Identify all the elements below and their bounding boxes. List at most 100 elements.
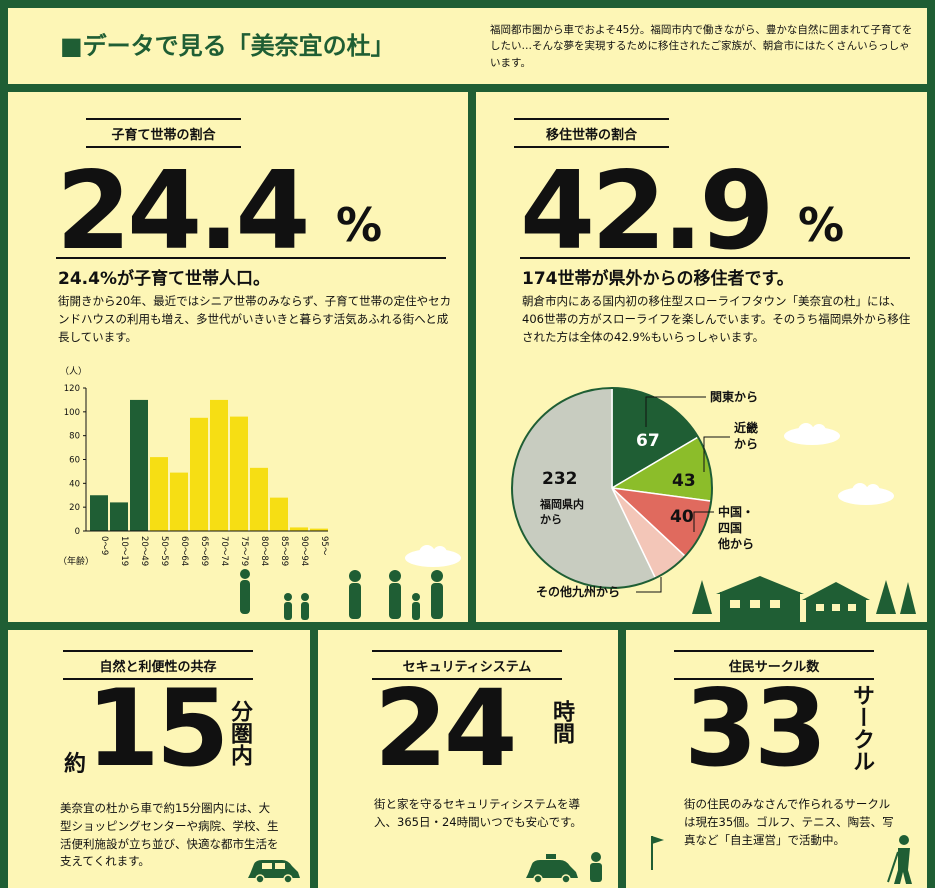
- cloud-icon: [405, 545, 461, 567]
- child-household-big-unit: %: [336, 198, 383, 252]
- age-bar: [110, 502, 128, 531]
- pie-label-kinki-line1: 近畿: [734, 420, 758, 435]
- nature-label: 自然と利便性の共存: [63, 650, 253, 680]
- family-illustration: [240, 569, 443, 620]
- person-icon-body: [349, 583, 361, 619]
- car-icon: [248, 860, 300, 884]
- age-bar: [170, 472, 188, 531]
- nature-big-value: 15: [86, 667, 230, 790]
- person-icon: [301, 593, 309, 601]
- person-icon: [412, 593, 420, 601]
- nature-unit: 分圏内: [227, 700, 252, 766]
- age-chart-category: 20〜49: [139, 536, 149, 566]
- age-bar: [230, 416, 248, 531]
- security-panel: セキュリティシステム 24 時間 街と家を守るセキュリティシステムを導入、365…: [318, 630, 618, 888]
- age-bar: [270, 497, 288, 531]
- circle-panel: 住民サークル数 33 サークル 街の住民のみなさんで作られるサークルは現在35個…: [626, 630, 927, 888]
- migrant-household-big-value: 42.9: [520, 149, 774, 274]
- pie-label-kinki-line2: から: [734, 437, 758, 451]
- house-roof-icon: [802, 582, 870, 600]
- age-chart-ytick: 0: [75, 527, 80, 537]
- age-chart-ytick: 100: [64, 408, 80, 418]
- security-big-value: 24: [374, 667, 518, 790]
- person-icon: [240, 569, 250, 579]
- flag-icon: [652, 836, 664, 844]
- pie-value-kanto: 67: [636, 431, 660, 451]
- age-chart-ytick: 20: [69, 503, 80, 513]
- age-chart-category: 50〜59: [159, 536, 169, 566]
- pie-label-chugoku-line3: 他から: [717, 536, 754, 551]
- pie-outline: [511, 387, 713, 589]
- age-bar-chart: （人） （年齢） 0 20 40 60 80 100 120 0〜9 10〜19 20〜49 50…: [58, 366, 329, 567]
- nature-panel: 自然と利便性の共存 約 15 分圏内 美奈宜の杜から車で約15分圏内には、大型シ…: [8, 630, 310, 888]
- security-body: 街と家を守るセキュリティシステムを導入、365日・24時間いつでも安心です。: [374, 797, 582, 829]
- circle-big-value: 33: [684, 667, 828, 790]
- migrant-household-label: 移住世帯の割合: [514, 118, 669, 148]
- leader-line-chugoku: [693, 511, 714, 532]
- person-icon: [389, 570, 401, 582]
- pie-label-fukuoka-line2: から: [540, 513, 562, 526]
- child-household-rule: [56, 257, 446, 259]
- person-icon-body: [431, 583, 443, 619]
- security-unit: 時間: [549, 700, 574, 744]
- age-chart-category: 90〜94: [299, 536, 309, 566]
- age-chart-ylabel: （人）: [60, 366, 87, 377]
- migrant-household-lead: 174世帯が県外からの移住者です。: [522, 269, 794, 289]
- pie-label-chugoku: 中国・ 四国 他から: [717, 504, 758, 551]
- migrant-household-big-unit: %: [798, 198, 845, 252]
- pie-label-fukuoka-line1: 福岡県内: [539, 497, 584, 511]
- security-label: セキュリティシステム: [372, 650, 562, 680]
- age-chart-category: 60〜64: [179, 536, 189, 566]
- pie-label-kinki: 近畿 から: [734, 420, 762, 451]
- age-bar: [250, 467, 268, 531]
- header-intro: 福岡都市圏から車でおよそ45分。福岡市内で働きながら、豊かな自然に囲まれて子育て…: [490, 24, 913, 69]
- age-bar: [90, 495, 108, 531]
- pie-label-kyushu: その他九州から: [536, 584, 620, 599]
- person-icon-body: [284, 602, 292, 620]
- cloud-icon: [784, 423, 840, 445]
- origin-pie-chart: 67 43 40 232 福岡県内 から 関東から 近畿 から 中国・ 四国 他…: [511, 387, 762, 599]
- age-chart-ytick: 120: [64, 384, 80, 394]
- leader-line-kanto: [645, 396, 706, 427]
- age-chart-category: 80〜84: [259, 536, 269, 566]
- age-bar: [310, 528, 328, 531]
- house-roof-icon: [716, 576, 804, 594]
- leader-line-kyushu: [636, 577, 662, 593]
- age-bar: [150, 457, 168, 531]
- migrant-household-rule: [520, 257, 910, 259]
- cloud-icon: [838, 483, 894, 505]
- age-chart-xlabel: （年齢）: [58, 555, 94, 567]
- pie-label-fukuoka: 福岡県内 から: [539, 497, 588, 526]
- tree-icon: [876, 580, 896, 614]
- child-household-body: 街開きから20年、最近ではシニア世帯のみならず、子育て世帯の定住やセカンドハウス…: [58, 294, 452, 344]
- person-icon: [284, 593, 292, 601]
- age-bar: [210, 399, 228, 531]
- child-household-label: 子育て世帯の割合: [86, 118, 241, 148]
- age-chart-category: 85〜89: [279, 536, 289, 566]
- person-icon-body: [412, 602, 420, 620]
- leader-line-kinki: [703, 436, 730, 472]
- age-chart-category: 70〜74: [219, 536, 229, 566]
- pie-value-fukuoka: 232: [542, 469, 578, 489]
- person-icon: [431, 570, 443, 582]
- circle-unit: サークル: [849, 684, 874, 772]
- pie-label-kanto: 関東から: [710, 389, 758, 404]
- person-icon: [349, 570, 361, 582]
- child-household-lead: 24.4%が子育て世帯人口。: [58, 269, 270, 289]
- age-bar: [290, 527, 308, 531]
- person-icon-body: [301, 602, 309, 620]
- header-panel: ■データで見る「美奈宜の杜」 福岡都市圏から車でおよそ45分。福岡市内で働きなが…: [8, 8, 927, 84]
- migrant-household-body: 朝倉市内にある国内初の移住型スローライフタウン「美奈宜の杜」には、406世帯の方…: [522, 294, 911, 344]
- nature-body: 美奈宜の杜から車で約15分圏内には、大型ショッピングセンターや病院、学校、生活便…: [60, 801, 279, 869]
- age-chart-category: 75〜79: [239, 536, 249, 566]
- age-chart-category: 95〜: [319, 536, 329, 556]
- age-chart-ytick: 40: [69, 479, 80, 489]
- age-chart-category: 0〜9: [99, 536, 109, 555]
- age-bar: [190, 417, 208, 531]
- pie-label-chugoku-line1: 中国・: [718, 504, 754, 519]
- pie-label-chugoku-line2: 四国: [718, 521, 742, 535]
- child-household-panel: 子育て世帯の割合 24.4 % 24.4%が子育て世帯人口。 街開きから20年、…: [8, 92, 468, 622]
- tree-icon: [692, 580, 712, 614]
- age-chart-category: 65〜69: [199, 536, 209, 566]
- guard-icon: [591, 852, 601, 862]
